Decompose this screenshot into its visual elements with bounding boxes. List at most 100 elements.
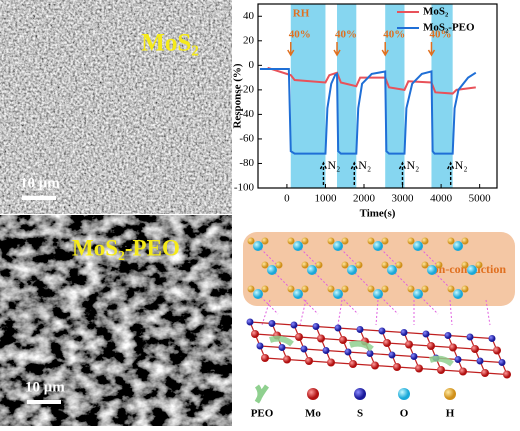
gas-label: N₂: [358, 158, 371, 172]
o-atom: [427, 265, 437, 275]
h-atom: [301, 285, 309, 293]
h-atom: [421, 261, 429, 269]
bond: [281, 346, 305, 350]
bond: [299, 299, 307, 326]
h-atom: [247, 237, 255, 245]
y-axis-label: Response (%): [232, 63, 244, 128]
bond: [303, 348, 327, 352]
y-tick-label: -80: [239, 157, 254, 169]
scale-bar: [27, 400, 61, 404]
bond: [375, 299, 379, 326]
band-label: 40%: [289, 29, 311, 41]
s-atom: [454, 356, 462, 363]
s-atom: [278, 344, 286, 351]
arrow: [319, 161, 328, 185]
bond: [259, 345, 283, 349]
bond: [337, 299, 343, 326]
s-atom: [466, 333, 474, 341]
mo-atom: [471, 345, 479, 353]
bond: [249, 321, 273, 325]
o-atom: [333, 241, 343, 251]
arrow: [350, 161, 358, 185]
h-atom: [395, 261, 403, 269]
y-tick-label: 40: [243, 10, 255, 22]
o-atom: [413, 241, 423, 251]
bond: [325, 349, 349, 353]
peo-chain: [269, 335, 294, 347]
h-atom: [407, 237, 415, 245]
legend-atom: [398, 388, 410, 400]
o-atom: [467, 265, 477, 275]
h-atom: [247, 285, 255, 293]
legend-label: O: [400, 408, 409, 420]
s-atom: [246, 318, 254, 326]
h-atom: [367, 237, 375, 245]
h-atom: [461, 285, 469, 293]
legend-label: S: [357, 408, 363, 420]
mo-atom: [481, 369, 489, 377]
h-atom: [381, 237, 389, 245]
h-atom: [421, 285, 429, 293]
arrow: [381, 42, 389, 57]
s-atom: [476, 357, 484, 365]
x-tick-label: 0: [284, 193, 290, 205]
legend-peo: [254, 384, 270, 404]
h-atom: [475, 261, 483, 269]
sem-label: MoS₂: [141, 30, 199, 57]
x-tick-label: 2000: [353, 193, 376, 205]
y-tick-label: 0: [249, 59, 255, 71]
schematic: Ion-conduction PEO Mo S O H: [243, 232, 515, 420]
legend-atom: [444, 388, 456, 400]
bond: [337, 327, 361, 331]
h-atom: [447, 237, 455, 245]
o-atom: [293, 289, 303, 299]
data-line: [267, 66, 476, 95]
gas-label: N₂: [455, 158, 468, 172]
h-atom: [435, 261, 443, 269]
o-atom: [267, 265, 277, 275]
h-atom: [327, 285, 335, 293]
h-atom: [301, 237, 309, 245]
o-atom: [293, 241, 303, 251]
mo-atom: [459, 367, 467, 376]
s-atom: [410, 353, 418, 360]
bond: [449, 299, 453, 326]
gas-label: N₂: [327, 158, 340, 172]
sem-label: MoS₂-PEO: [72, 235, 180, 260]
gas-label: N₂: [406, 158, 419, 172]
mo-atom: [261, 354, 269, 362]
arrow: [333, 42, 341, 57]
bond: [479, 360, 503, 364]
s-atom: [498, 359, 506, 366]
mo-atom: [295, 333, 303, 341]
s-atom: [290, 321, 298, 329]
o-atom: [373, 289, 383, 299]
bond: [469, 336, 493, 340]
mo-atom: [437, 366, 445, 374]
h-atom: [421, 237, 429, 245]
h-atom: [381, 261, 389, 269]
h-atom: [327, 237, 335, 245]
legend-label: MoS₂-PEO: [423, 22, 475, 34]
legend-atom: [307, 388, 319, 400]
h-atom: [407, 285, 415, 293]
s-atom: [334, 324, 342, 332]
band-label: 40%: [335, 29, 357, 41]
mo-atom: [383, 339, 391, 347]
arrow: [398, 161, 407, 185]
h-atom: [381, 285, 389, 293]
h-atom: [315, 261, 323, 269]
bond: [391, 354, 415, 358]
mo-atom: [427, 342, 435, 350]
bond: [425, 333, 449, 337]
s-atom: [300, 345, 308, 353]
h-atom: [261, 237, 269, 245]
x-tick-label: 4000: [430, 193, 453, 205]
s-atom: [322, 347, 330, 354]
mo-atom: [405, 340, 413, 349]
bond: [347, 351, 371, 355]
chart: -100 -80 -60 -40 -20 0 20 40 0 1000 2000 3000 4000 50…: [232, 3, 498, 220]
mo-atom: [339, 336, 347, 344]
mo-atom: [449, 343, 457, 352]
y-tick-label: 20: [243, 34, 255, 46]
